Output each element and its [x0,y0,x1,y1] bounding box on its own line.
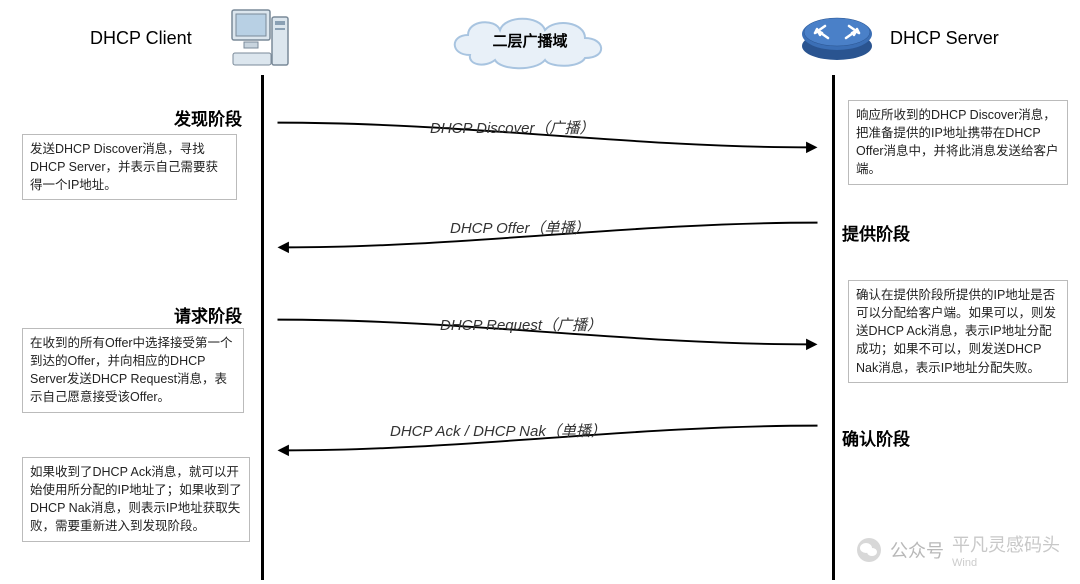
wechat-icon [856,537,882,563]
discover-box: 发送DHCP Discover消息，寻找DHCP Server，并表示自己需要获… [22,134,237,200]
offer-box: 响应所收到的DHCP Discover消息，把准备提供的IP地址携带在DHCP … [848,100,1068,185]
phase-request-title: 请求阶段 [174,302,242,327]
arrow-label-1: DHCP Offer（单播） [450,217,589,238]
arrow-label-2: DHCP Request（广播） [440,314,602,335]
arrow-label-3: DHCP Ack / DHCP Nak（单播） [390,420,606,441]
watermark-brand: 公众号 [890,537,944,563]
request-box: 在收到的所有Offer中选择接受第一个到达的Offer，并向相应的DHCP Se… [22,328,244,413]
cloud-label: 二层广播域 [440,30,620,51]
ack-box: 确认在提供阶段所提供的IP地址是否可以分配给客户端。如果可以，则发送DHCP A… [848,280,1068,383]
client-label: DHCP Client [90,28,192,49]
final-box: 如果收到了DHCP Ack消息，就可以开始使用所分配的IP地址了；如果收到了DH… [22,457,250,542]
server-label: DHCP Server [890,28,999,49]
cloud-icon: 二层广播域 [440,10,620,70]
phase-ack-title: 确认阶段 [842,425,910,450]
router-icon [800,8,875,63]
watermark: 公众号 平凡灵感码头 Wind [856,531,1060,569]
watermark-sub: Wind [952,557,1060,569]
phase-discover-title: 发现阶段 [174,105,242,130]
phase-offer-title: 提供阶段 [842,220,910,245]
watermark-name: 平凡灵感码头 [952,535,1060,555]
computer-icon [230,5,290,75]
arrow-label-0: DHCP Discover（广播） [430,117,594,138]
